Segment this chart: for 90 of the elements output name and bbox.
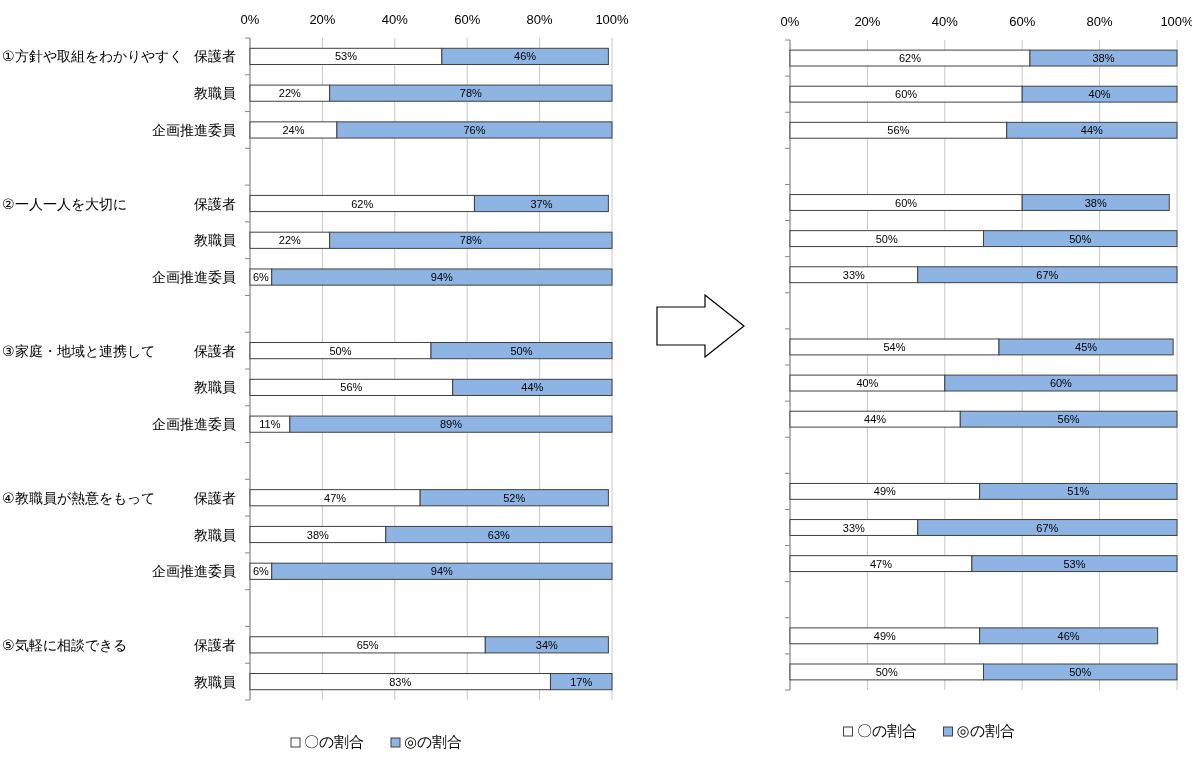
data-label: 6% [252, 271, 270, 284]
x-tick-label: 0% [240, 12, 260, 27]
data-label: 47% [324, 491, 347, 504]
data-label: 50% [329, 344, 352, 357]
y-tick-label: 保護者 [194, 48, 236, 65]
data-label: 56% [887, 124, 910, 137]
data-label: 37% [530, 197, 553, 210]
data-label: 65% [356, 638, 379, 651]
x-tick-label: 0% [780, 14, 800, 29]
data-label: 22% [278, 87, 302, 100]
x-tick-label: 40% [381, 12, 409, 27]
data-label: 62% [898, 52, 922, 65]
data-label: 46% [1057, 629, 1080, 642]
y-tick-label: 教職員 [194, 673, 236, 690]
y-tick-label: 教職員 [194, 85, 236, 102]
data-label: 67% [1036, 521, 1059, 534]
y-tick-label: 教職員 [194, 379, 236, 396]
data-label: 56% [1057, 413, 1080, 426]
data-label: 46% [514, 50, 537, 63]
data-label: 67% [1036, 268, 1059, 281]
data-label: 50% [510, 344, 533, 357]
x-tick-label: 20% [854, 14, 881, 29]
data-label: 60% [895, 88, 918, 101]
data-label: 50% [1069, 232, 1092, 245]
data-label: 63% [487, 528, 511, 541]
y-tick-label: 企画推進委員 [152, 416, 236, 433]
data-label: 51% [1067, 485, 1090, 498]
x-tick-label: 20% [309, 12, 336, 27]
y-tick-label: 教職員 [194, 232, 236, 249]
data-label: 33% [842, 268, 866, 281]
data-label: 17% [570, 675, 593, 688]
data-label: 56% [340, 381, 363, 394]
text: ②一人一人を大切に [2, 195, 127, 212]
text: ①方針や取組をわかりやすく [2, 48, 183, 65]
data-label: 40% [1088, 88, 1111, 101]
y-tick-label: 教職員 [194, 526, 236, 543]
data-label: 40% [856, 377, 879, 390]
data-label: 50% [1069, 665, 1092, 678]
data-label: 44% [1080, 124, 1104, 137]
x-tick-label: 60% [454, 12, 481, 27]
x-tick-label: 80% [1086, 14, 1114, 29]
data-label: 60% [1049, 377, 1073, 390]
data-label: 83% [389, 675, 412, 688]
data-label: 78% [459, 87, 483, 100]
data-label: 53% [334, 50, 358, 63]
y-tick-label: 企画推進委員 [152, 269, 236, 286]
data-label: 44% [864, 413, 887, 426]
data-label: 45% [1075, 340, 1098, 353]
data-label: 22% [278, 234, 302, 247]
data-label: 6% [252, 565, 270, 578]
data-label: 78% [459, 234, 483, 247]
data-label: 11% [259, 418, 281, 431]
data-label: 53% [1063, 557, 1086, 570]
text: ⑤気軽に相談できる [2, 636, 127, 653]
y-tick-label: 企画推進委員 [152, 563, 236, 580]
y-tick-label: 保護者 [194, 489, 236, 506]
data-label: 44% [521, 381, 544, 394]
legend-label: ◎の割合 [404, 733, 463, 750]
legend-label: 〇の割合 [856, 722, 917, 739]
data-label: 38% [1084, 196, 1107, 209]
data-label: 76% [463, 123, 486, 136]
x-tick-label: 100% [595, 12, 630, 27]
data-label: 62% [351, 197, 374, 210]
data-label: 38% [1092, 52, 1115, 65]
legend-label: 〇の割合 [304, 733, 364, 750]
y-tick-label: 企画推進委員 [152, 121, 236, 138]
text: ④教職員が熱意をもって [2, 489, 155, 506]
legend-label: ◎の割合 [956, 722, 1015, 739]
y-tick-label: 保護者 [194, 342, 236, 359]
data-label: 50% [875, 232, 898, 245]
data-label: 54% [883, 340, 906, 353]
data-label: 50% [875, 665, 898, 678]
y-tick-label: 保護者 [194, 195, 236, 212]
data-label: 34% [535, 638, 559, 651]
data-label: 89% [439, 418, 463, 431]
x-tick-label: 40% [931, 14, 959, 29]
data-label: 94% [430, 271, 454, 284]
data-label: 24% [282, 123, 305, 136]
data-label: 49% [873, 485, 897, 498]
x-tick-label: 80% [526, 12, 554, 27]
data-label: 47% [869, 557, 893, 570]
data-label: 33% [842, 521, 866, 534]
data-label: 38% [306, 528, 330, 541]
data-label: 94% [430, 565, 454, 578]
x-tick-label: 60% [1009, 14, 1036, 29]
y-tick-label: 保護者 [194, 636, 236, 653]
data-label: 49% [873, 629, 897, 642]
data-label: 52% [503, 491, 526, 504]
data-label: 60% [895, 196, 918, 209]
text: ③家庭・地域と連携して [2, 342, 155, 359]
